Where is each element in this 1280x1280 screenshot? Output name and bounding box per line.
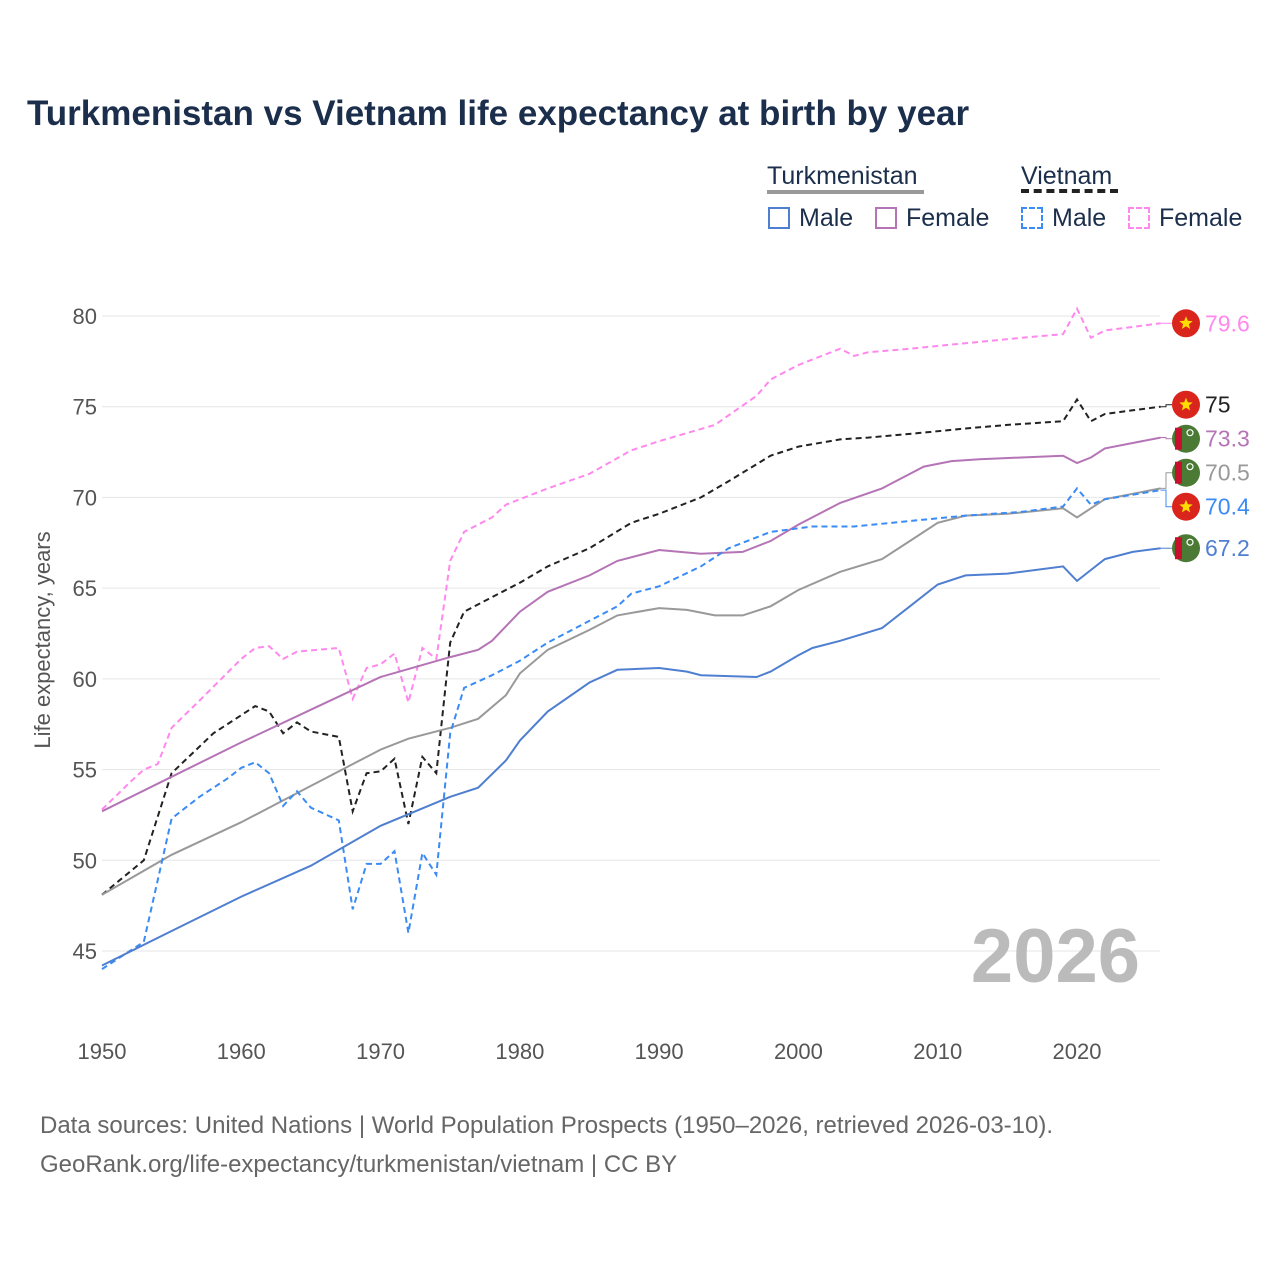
chart-title: Turkmenistan vs Vietnam life expectancy …: [27, 94, 970, 133]
x-tick-label: 2010: [913, 1039, 962, 1064]
legend-tm-female-swatch: [875, 207, 897, 229]
legend-country-vietnam: Vietnam: [1021, 162, 1113, 190]
y-tick-label: 50: [73, 848, 97, 873]
x-tick-label: 1960: [217, 1039, 266, 1064]
end-value-label: 70.5: [1205, 460, 1250, 486]
x-tick-label: 2020: [1053, 1039, 1102, 1064]
end-label-connector: [1160, 404, 1172, 408]
series-line-vietnam-male: [101, 486, 1161, 970]
year-watermark: 2026: [971, 914, 1140, 999]
turkmenistan-flag-icon: [1172, 534, 1200, 563]
end-value-label: 70.4: [1205, 494, 1250, 520]
legend-vn-female-swatch: [1128, 207, 1150, 229]
end-value-label: 79.6: [1205, 310, 1250, 336]
legend-vietnam-line: [1021, 189, 1118, 193]
end-value-label: 67.2: [1205, 535, 1250, 561]
end-value-label: 75: [1205, 392, 1231, 418]
vietnam-flag-icon: [1172, 309, 1200, 338]
turkmenistan-flag-icon: [1172, 458, 1200, 487]
end-label-connector: [1160, 472, 1172, 489]
y-tick-label: 45: [73, 939, 97, 964]
legend-tm-female: Female: [906, 204, 990, 232]
y-axis-label: Life expectancy, years: [30, 531, 55, 748]
x-tick-label: 1950: [78, 1039, 127, 1064]
vietnam-flag-icon: [1172, 390, 1200, 419]
turkmenistan-flag-icon: [1172, 424, 1200, 453]
y-tick-label: 55: [73, 758, 97, 783]
legend-tm-male-swatch: [768, 207, 790, 229]
series-line-turkmenistan: [101, 487, 1161, 896]
source-note: Data sources: United Nations | World Pop…: [40, 1106, 1053, 1184]
y-tick-label: 70: [73, 485, 97, 510]
end-label-connector: [1160, 437, 1172, 440]
legend-tm-male: Male: [799, 204, 854, 232]
legend-turkmenistan-line: [767, 190, 924, 194]
y-tick-label: 80: [73, 304, 97, 329]
y-tick-label: 60: [73, 667, 97, 692]
vietnam-flag-icon: [1172, 492, 1200, 521]
y-tick-label: 65: [73, 576, 97, 601]
series-line-vietnam: [101, 397, 1161, 896]
legend-vn-male: Male: [1052, 204, 1107, 232]
legend-country-turkmenistan: Turkmenistan: [767, 162, 918, 190]
y-tick-label: 75: [73, 395, 97, 420]
source-line-2[interactable]: GeoRank.org/life-expectancy/turkmenistan…: [40, 1151, 678, 1178]
legend-vn-female: Female: [1159, 204, 1243, 232]
x-tick-label: 1980: [495, 1039, 544, 1064]
x-tick-label: 1970: [356, 1039, 405, 1064]
end-value-label: 73.3: [1205, 426, 1250, 452]
legend-vn-male-swatch: [1021, 207, 1043, 229]
end-label-connector: [1160, 489, 1172, 508]
series-line-vietnam-female: [101, 306, 1161, 811]
x-tick-label: 1990: [635, 1039, 684, 1064]
series-line-turkmenistan-female: [101, 436, 1161, 813]
x-tick-label: 2000: [774, 1039, 823, 1064]
source-line-1: Data sources: United Nations | World Pop…: [40, 1112, 1054, 1139]
series-line-turkmenistan-male: [101, 547, 1161, 967]
